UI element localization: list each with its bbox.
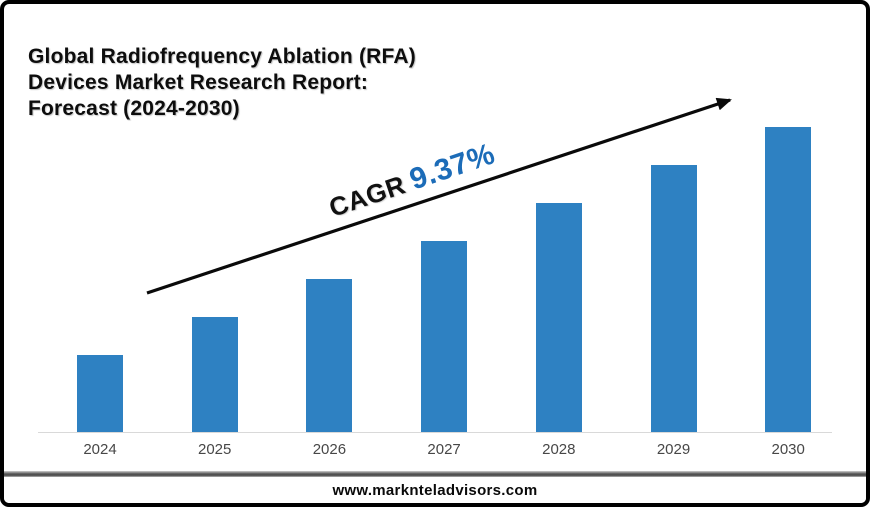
bar-2026 [306, 279, 353, 432]
x-tick-label-2025: 2025 [198, 441, 232, 458]
x-tick-label-2026: 2026 [312, 441, 347, 458]
x-tick-label-2027: 2027 [427, 441, 461, 458]
bar-2029 [650, 165, 697, 432]
bar-2024 [77, 355, 123, 432]
trend-arrow-icon [146, 97, 732, 295]
chart-title-line-3: Forecast (2024-2030) [28, 97, 240, 120]
x-axis-tick-labels: 2024 2025 2026 2027 2028 2029 2030 [4, 441, 866, 461]
bar-2025 [191, 317, 238, 432]
x-axis-line [38, 432, 832, 433]
x-tick-label-2028: 2028 [542, 441, 576, 458]
footer-website-link: www.marknteladvisors.com [332, 481, 538, 499]
x-tick-label-2029: 2029 [656, 441, 691, 458]
bar-2028 [535, 203, 582, 432]
footer: www.marknteladvisors.com [4, 477, 866, 503]
bar-2027 [421, 241, 468, 432]
bar-series [4, 4, 866, 432]
chart-canvas: Global Radiofrequency Ablation (RFA) Dev… [4, 4, 866, 503]
x-tick-label-2024: 2024 [83, 441, 117, 458]
x-tick-label-2030: 2030 [771, 441, 805, 458]
chart-title-line-2: Devices Market Research Report: [28, 71, 369, 94]
bar-2030 [765, 127, 812, 432]
chart-title: Global Radiofrequency Ablation (RFA) Dev… [28, 44, 416, 122]
chart-title-line-1: Global Radiofrequency Ablation (RFA) [28, 45, 416, 68]
footer-divider [4, 471, 866, 477]
